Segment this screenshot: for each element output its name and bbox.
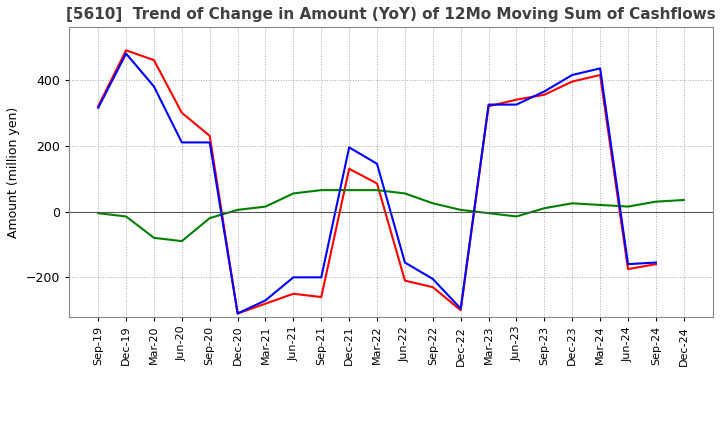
Title: [5610]  Trend of Change in Amount (YoY) of 12Mo Moving Sum of Cashflows: [5610] Trend of Change in Amount (YoY) o… — [66, 7, 716, 22]
Free Cashflow — [400, 260, 409, 265]
Investing Cashflow — [485, 210, 493, 216]
Free Cashflow — [485, 102, 493, 107]
Operating Cashflow — [205, 133, 214, 139]
Free Cashflow — [94, 105, 102, 110]
Legend: Operating Cashflow, Investing Cashflow, Free Cashflow: Operating Cashflow, Investing Cashflow, … — [135, 438, 647, 440]
Investing Cashflow — [94, 210, 102, 216]
Investing Cashflow — [205, 216, 214, 221]
Investing Cashflow — [680, 198, 688, 203]
Investing Cashflow — [373, 187, 382, 193]
Free Cashflow — [178, 140, 186, 145]
Free Cashflow — [289, 275, 297, 280]
Free Cashflow — [568, 72, 577, 77]
Operating Cashflow — [652, 261, 660, 267]
Operating Cashflow — [178, 110, 186, 115]
Operating Cashflow — [94, 103, 102, 109]
Free Cashflow — [652, 260, 660, 265]
Investing Cashflow — [178, 238, 186, 244]
Free Cashflow — [512, 102, 521, 107]
Free Cashflow — [624, 261, 632, 267]
Free Cashflow — [261, 298, 270, 303]
Investing Cashflow — [568, 201, 577, 206]
Investing Cashflow — [400, 191, 409, 196]
Investing Cashflow — [540, 205, 549, 211]
Free Cashflow — [317, 275, 325, 280]
Operating Cashflow — [400, 278, 409, 283]
Free Cashflow — [233, 311, 242, 316]
Operating Cashflow — [512, 97, 521, 102]
Investing Cashflow — [624, 204, 632, 209]
Operating Cashflow — [595, 72, 604, 77]
Free Cashflow — [345, 145, 354, 150]
Investing Cashflow — [289, 191, 297, 196]
Operating Cashflow — [540, 92, 549, 97]
Investing Cashflow — [317, 187, 325, 193]
Operating Cashflow — [485, 103, 493, 109]
Y-axis label: Amount (million yen): Amount (million yen) — [7, 106, 20, 238]
Free Cashflow — [122, 51, 130, 56]
Free Cashflow — [205, 140, 214, 145]
Operating Cashflow — [624, 267, 632, 272]
Free Cashflow — [540, 89, 549, 94]
Operating Cashflow — [428, 285, 437, 290]
Investing Cashflow — [428, 201, 437, 206]
Operating Cashflow — [289, 291, 297, 297]
Operating Cashflow — [233, 311, 242, 316]
Investing Cashflow — [456, 207, 465, 213]
Operating Cashflow — [122, 48, 130, 53]
Investing Cashflow — [150, 235, 158, 241]
Operating Cashflow — [345, 166, 354, 172]
Operating Cashflow — [568, 79, 577, 84]
Free Cashflow — [456, 306, 465, 311]
Investing Cashflow — [652, 199, 660, 204]
Operating Cashflow — [317, 294, 325, 300]
Investing Cashflow — [595, 202, 604, 208]
Line: Investing Cashflow: Investing Cashflow — [98, 190, 684, 241]
Free Cashflow — [373, 161, 382, 166]
Free Cashflow — [428, 276, 437, 282]
Investing Cashflow — [233, 207, 242, 213]
Investing Cashflow — [122, 214, 130, 219]
Line: Free Cashflow: Free Cashflow — [98, 54, 656, 314]
Operating Cashflow — [150, 58, 158, 63]
Line: Operating Cashflow: Operating Cashflow — [98, 50, 656, 314]
Investing Cashflow — [512, 214, 521, 219]
Free Cashflow — [150, 84, 158, 89]
Operating Cashflow — [261, 301, 270, 306]
Operating Cashflow — [456, 308, 465, 313]
Free Cashflow — [595, 66, 604, 71]
Investing Cashflow — [261, 204, 270, 209]
Investing Cashflow — [345, 187, 354, 193]
Operating Cashflow — [373, 181, 382, 186]
